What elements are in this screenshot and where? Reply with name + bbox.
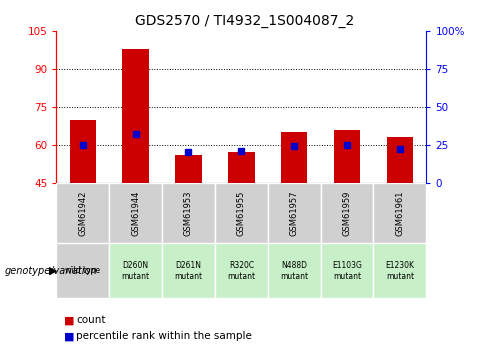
Bar — [215, 243, 268, 298]
Bar — [281, 132, 307, 183]
Text: GSM61944: GSM61944 — [131, 190, 140, 236]
Text: genotype/variation: genotype/variation — [5, 266, 98, 276]
Text: count: count — [76, 315, 105, 325]
Bar — [175, 155, 202, 183]
Text: GDS2570 / TI4932_1S004087_2: GDS2570 / TI4932_1S004087_2 — [135, 14, 355, 28]
Text: ■: ■ — [64, 315, 74, 325]
Bar — [334, 130, 360, 183]
Bar — [122, 49, 149, 183]
Text: GSM61953: GSM61953 — [184, 190, 193, 236]
Text: D261N
mutant: D261N mutant — [174, 261, 202, 280]
Text: GSM61961: GSM61961 — [395, 190, 404, 236]
Bar — [320, 243, 373, 298]
Bar — [320, 183, 373, 243]
Bar — [228, 152, 254, 183]
Bar — [268, 183, 320, 243]
Text: GSM61959: GSM61959 — [343, 190, 351, 236]
Bar — [268, 243, 320, 298]
Bar — [215, 183, 268, 243]
Bar — [387, 137, 413, 183]
Text: ■: ■ — [64, 332, 74, 341]
Text: wild type: wild type — [65, 266, 100, 275]
Text: percentile rank within the sample: percentile rank within the sample — [76, 332, 252, 341]
Text: ▶: ▶ — [49, 266, 57, 276]
Text: E1230K
mutant: E1230K mutant — [385, 261, 415, 280]
Text: N488D
mutant: N488D mutant — [280, 261, 308, 280]
Bar — [109, 243, 162, 298]
Text: GSM61955: GSM61955 — [237, 190, 246, 236]
Text: E1103G
mutant: E1103G mutant — [332, 261, 362, 280]
Bar — [109, 183, 162, 243]
Text: GSM61942: GSM61942 — [78, 190, 87, 236]
Bar — [162, 243, 215, 298]
Bar — [373, 243, 426, 298]
Bar — [70, 120, 96, 183]
Text: GSM61957: GSM61957 — [290, 190, 299, 236]
Bar — [373, 183, 426, 243]
Bar — [56, 243, 109, 298]
Text: R320C
mutant: R320C mutant — [227, 261, 255, 280]
Text: D260N
mutant: D260N mutant — [122, 261, 149, 280]
Bar — [162, 183, 215, 243]
Bar — [56, 183, 109, 243]
